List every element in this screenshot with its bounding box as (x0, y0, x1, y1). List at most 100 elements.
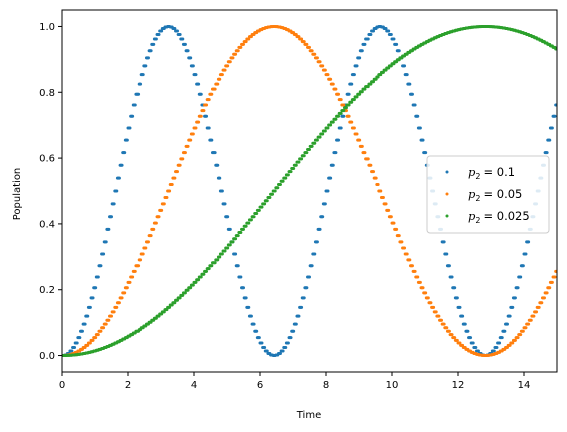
data-point (334, 151, 338, 155)
data-point (220, 73, 224, 77)
data-point (429, 301, 433, 305)
data-point (110, 215, 113, 219)
data-point (178, 296, 182, 300)
legend-entry: p2 = 0.025 (468, 209, 530, 225)
data-point (173, 301, 177, 305)
data-point (329, 77, 333, 81)
data-point (318, 60, 322, 64)
data-point (537, 305, 541, 309)
data-point (469, 336, 473, 340)
data-point (297, 314, 301, 318)
data-point (300, 37, 304, 41)
data-point (492, 349, 496, 353)
data-point (305, 42, 309, 46)
data-point (548, 138, 552, 142)
data-point (337, 114, 341, 118)
data-point (205, 269, 209, 273)
data-point (476, 349, 480, 353)
data-point (395, 42, 399, 46)
x-tick-label: 10 (386, 380, 399, 391)
data-point (321, 64, 325, 68)
data-point (242, 286, 245, 290)
data-point (366, 157, 370, 161)
data-point (265, 349, 269, 353)
data-point (144, 64, 148, 68)
data-point (450, 275, 454, 279)
series-2 (62, 24, 557, 358)
data-point (315, 56, 319, 60)
data-point (326, 189, 330, 193)
data-point (99, 329, 103, 333)
data-point (137, 92, 141, 96)
x-tick-label: 8 (323, 380, 329, 391)
data-point (231, 240, 235, 244)
data-point (511, 341, 515, 345)
x-tick-label: 4 (191, 380, 197, 391)
data-point (421, 138, 425, 142)
data-point (384, 26, 388, 30)
data-point (154, 37, 158, 41)
data-point (104, 240, 108, 244)
data-point (199, 275, 203, 279)
data-point (247, 221, 251, 225)
data-point (410, 92, 414, 96)
data-point (521, 329, 525, 333)
data-point (342, 114, 346, 118)
data-point (255, 329, 259, 333)
y-axis-label: Population (12, 168, 23, 221)
data-point (372, 80, 376, 84)
data-point (352, 126, 356, 130)
data-point (234, 52, 238, 56)
data-point (210, 264, 214, 268)
data-point (144, 246, 148, 250)
data-point (442, 240, 446, 244)
data-point (94, 336, 98, 340)
data-point (540, 301, 544, 305)
x-tick-label: 12 (452, 380, 465, 391)
data-point (315, 138, 319, 142)
data-point (252, 322, 256, 326)
data-point (210, 138, 214, 142)
data-point (358, 138, 362, 142)
data-point (117, 301, 121, 305)
data-point (99, 264, 103, 268)
data-point (194, 73, 198, 77)
data-point (139, 258, 143, 262)
data-point (347, 92, 351, 96)
data-point (374, 176, 378, 180)
data-point (242, 227, 245, 231)
data-point (165, 308, 169, 312)
y-tick-label: 1.0 (39, 22, 55, 33)
data-point (302, 154, 306, 158)
data-point (440, 318, 443, 322)
data-point (548, 286, 552, 290)
data-point (355, 95, 359, 99)
data-point (146, 56, 150, 60)
data-point (168, 189, 172, 193)
data-point (181, 37, 185, 41)
data-point (424, 291, 428, 295)
data-point (181, 293, 185, 297)
data-point (289, 170, 293, 174)
data-point (205, 114, 209, 118)
data-point (387, 29, 391, 33)
series-3 (62, 24, 557, 358)
data-point (424, 151, 428, 155)
data-point (281, 349, 285, 353)
x-tick-label: 2 (125, 380, 131, 391)
data-point (202, 109, 206, 113)
data-point (466, 329, 470, 333)
data-point (331, 120, 335, 124)
data-point (112, 310, 116, 314)
data-point (173, 26, 177, 30)
data-point (508, 343, 512, 347)
data-point (218, 77, 222, 81)
x-tick-label: 0 (59, 380, 65, 391)
data-point (88, 305, 92, 309)
data-point (228, 243, 232, 247)
data-point (323, 129, 327, 133)
data-point (239, 45, 243, 49)
axes-layer: 0 2 4 6 8 10 12 14 0.0 0.2 0.4 0.6 0.8 1.0 (39, 9, 558, 391)
data-point (366, 85, 370, 89)
data-point (337, 92, 341, 96)
